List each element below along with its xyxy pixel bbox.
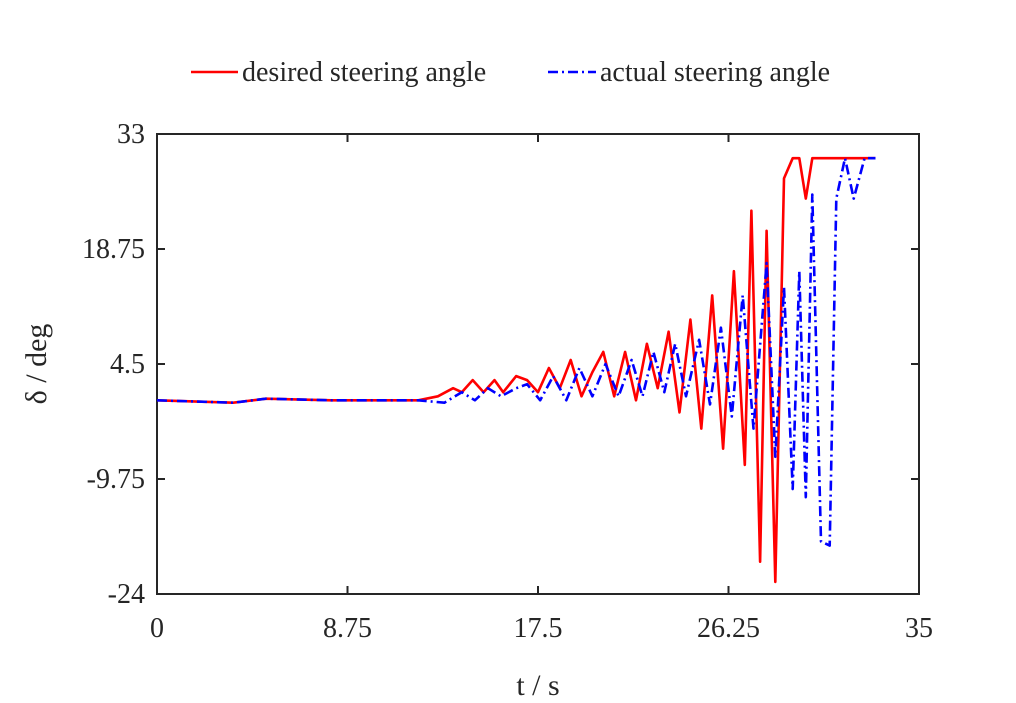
y-axis-label: δ / deg [20, 324, 53, 405]
x-tick-label: 26.25 [697, 613, 760, 644]
y-tick-label: 33 [117, 119, 145, 150]
x-tick-label: 8.75 [323, 613, 372, 644]
series-layer [157, 156, 876, 584]
y-tick-label: 18.75 [82, 234, 145, 265]
axis-ticks [156, 133, 920, 595]
y-tick-label: 4.5 [110, 349, 145, 380]
tick-labels: 0 8.75 17.5 26.25 35 33 18.75 4.5 -9.75 -24 [82, 119, 933, 644]
x-tick-label: 0 [150, 613, 164, 644]
series-line-1 [157, 156, 876, 584]
series-line-2 [157, 156, 876, 547]
legend: desired steering angle actual steering an… [191, 57, 830, 88]
y-tick-label: -24 [108, 579, 145, 610]
legend-label-1: desired steering angle [242, 57, 486, 88]
x-axis-label: t / s [516, 669, 559, 702]
x-tick-label: 35 [905, 613, 933, 644]
plot-frame [156, 133, 920, 595]
y-tick-label: -9.75 [87, 464, 145, 495]
x-tick-label: 17.5 [514, 613, 563, 644]
legend-label-2: actual steering angle [600, 57, 830, 88]
